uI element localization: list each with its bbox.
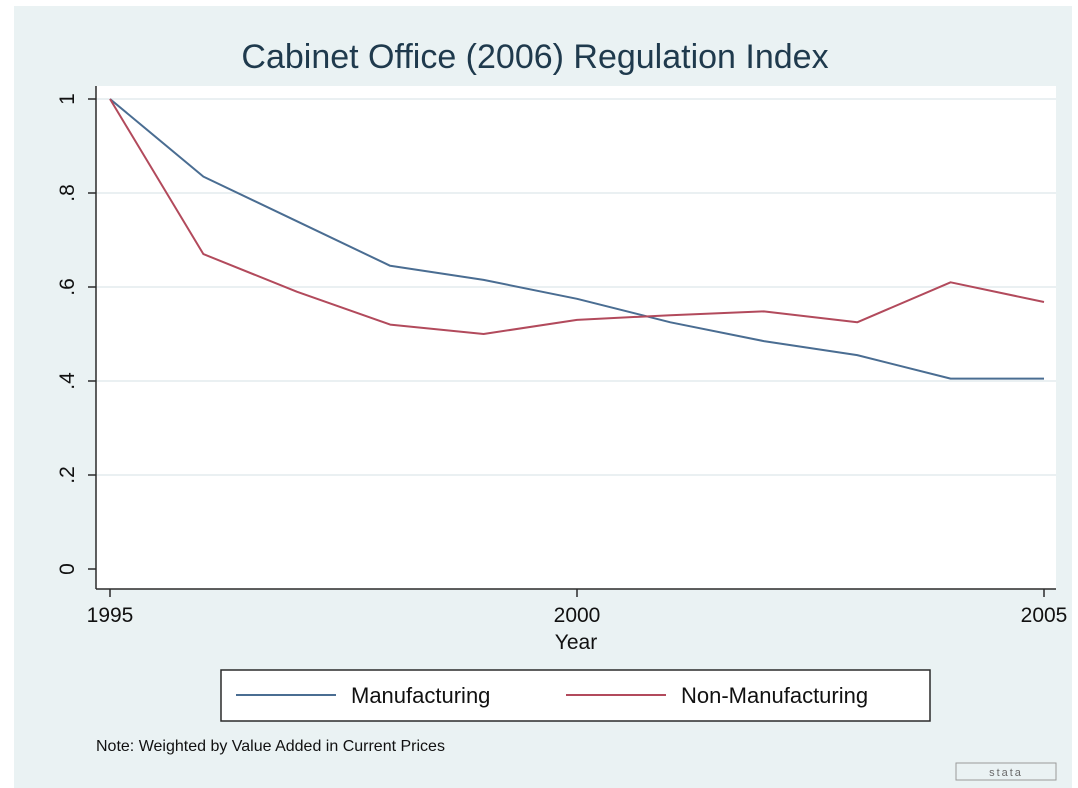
series-line-2 [109,98,1045,335]
gridlines [96,98,1056,476]
y-tick-label: .2 [56,466,79,484]
y-tick-label: .4 [56,372,79,390]
x-tick-label: 2000 [554,604,601,627]
series-lines [109,98,1045,380]
y-axis-ticks: 0 .2 .4 .6 .8 1 [56,93,96,575]
stata-logo-box [955,762,1057,781]
chart-frame: Cabinet Office (2006) Regulation Index 0… [14,6,1072,788]
legend: Manufacturing Non-Manufacturing [236,683,868,708]
chart-note: Note: Weighted by Value Added in Current… [96,738,445,755]
y-tick-label: 1 [56,93,79,105]
y-tick-label: .8 [56,184,79,202]
x-tick-label: 1995 [87,604,134,627]
legend-label-1: Manufacturing [351,683,490,708]
x-axis-title: Year [555,631,597,654]
axes [95,86,1056,590]
stata-logo: stata [989,767,1023,779]
x-tick-label: 2005 [1021,604,1068,627]
plot-area [96,86,1056,589]
series-line-1 [109,98,1044,380]
y-tick-label: .6 [56,278,79,296]
x-axis-ticks: 1995 2000 2005 [87,589,1068,627]
line-chart: Cabinet Office (2006) Regulation Index 0… [56,38,1068,781]
legend-label-2: Non-Manufacturing [681,683,868,708]
y-tick-label: 0 [56,563,79,575]
chart-title: Cabinet Office (2006) Regulation Index [241,38,828,76]
